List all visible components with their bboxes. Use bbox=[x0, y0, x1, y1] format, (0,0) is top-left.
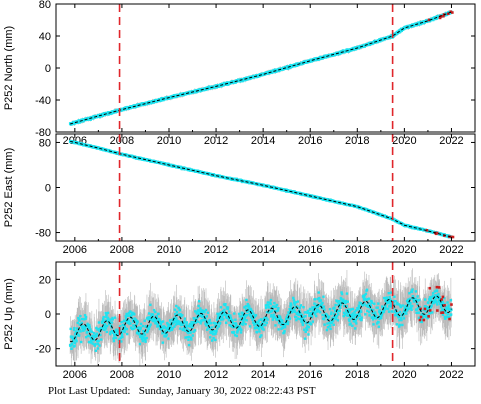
north-x-tick-label: 2012 bbox=[204, 135, 228, 147]
north-data-points bbox=[68, 10, 453, 126]
north-panel: 200620082010201220142016201820202022-80-… bbox=[3, 0, 476, 147]
north-y-tick-label: -40 bbox=[35, 95, 51, 107]
north-y-axis-label: P252 North (mm) bbox=[3, 26, 15, 110]
north-outlier-point bbox=[427, 18, 431, 22]
north-y-tick-label: 40 bbox=[39, 31, 51, 43]
north-x-tick-label: 2014 bbox=[251, 135, 275, 147]
north-x-tick-label: 2022 bbox=[439, 135, 463, 147]
east-data-layer bbox=[68, 134, 455, 241]
north-x-tick-label: 2018 bbox=[345, 135, 369, 147]
north-x-tick-label: 2016 bbox=[298, 135, 322, 147]
north-x-tick-label: 2020 bbox=[392, 135, 416, 147]
north-y-tick-label: -80 bbox=[35, 127, 51, 139]
north-model-line bbox=[69, 11, 452, 125]
east-data-points bbox=[68, 139, 453, 239]
north-outlier-point bbox=[451, 11, 454, 14]
north-x-tick-label: 2010 bbox=[157, 135, 181, 147]
north-y-tick-label: 0 bbox=[45, 63, 51, 75]
north-outlier-point bbox=[449, 10, 453, 14]
north-outlier-point bbox=[438, 16, 442, 20]
north-outlier-point bbox=[442, 14, 445, 18]
north-outlier-point bbox=[446, 12, 450, 16]
north-ticks: 200620082010201220142016201820202022-80-… bbox=[35, 0, 476, 147]
north-y-tick-label: 80 bbox=[39, 0, 51, 11]
north-data-layer bbox=[68, 4, 454, 132]
north-x-tick-label: 2008 bbox=[110, 135, 134, 147]
east-panel: 2006 2008 2010 2012 2014 2016 2018 2020 2022-800… bbox=[3, 133, 476, 256]
